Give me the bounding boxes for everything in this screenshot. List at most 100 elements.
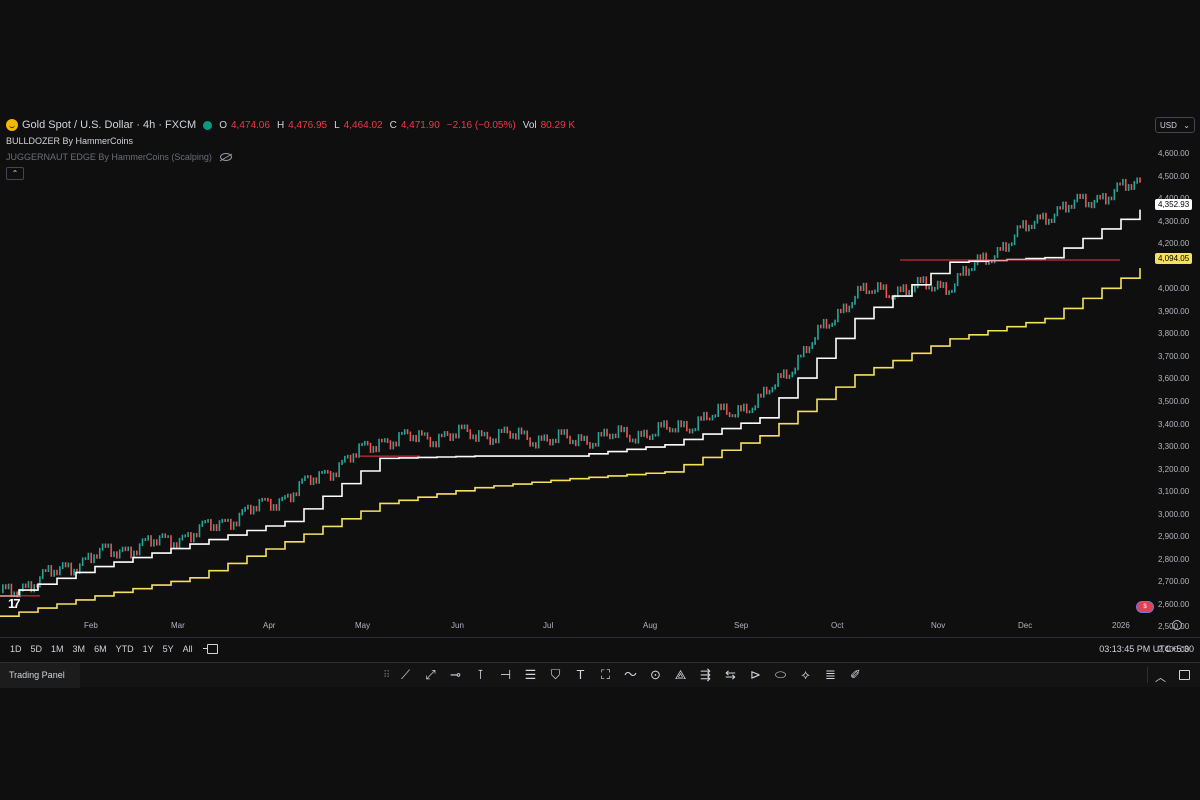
price-tick-label: 2,800.00 (1158, 554, 1190, 564)
eye-hidden-icon[interactable] (219, 153, 232, 161)
market-status-icon[interactable] (203, 120, 213, 130)
horizontal-ray-icon[interactable]: ⊸ (450, 667, 461, 682)
ellipse-icon[interactable]: ⬭ (774, 667, 787, 682)
white-line-price-badge: 4,352.93 (1155, 199, 1193, 210)
yellow-line-price-badge: 4,094.05 (1155, 253, 1193, 264)
time-tick-label: Jul (543, 621, 554, 630)
drawing-toolbar: ⟋ ⤢ ⊸ ⊺ ⊣ ☰ ⛉ T ⛶ 〜 ⊙ ⟁ ⇶ ⇆ ⊳ ⬭ ⟡ ≣ ✐ (397, 667, 864, 683)
range-1m-button[interactable]: 1M (51, 643, 64, 654)
tradingview-logo[interactable]: 17 (8, 596, 21, 611)
gold-symbol-icon (6, 119, 18, 131)
price-tick-label: 3,900.00 (1158, 306, 1190, 316)
flag-shape-icon[interactable]: ⊳ (750, 667, 761, 682)
yellow-trend-line (0, 268, 1141, 617)
time-tick-label: Jun (451, 621, 464, 630)
indicator-juggernaut-label: JUGGERNAUT EDGE By HammerCoins (Scalping… (6, 152, 212, 162)
symbol-title[interactable]: Gold Spot / U.S. Dollar · 4h · FXCM (22, 119, 197, 131)
close-label: C (389, 119, 397, 131)
price-tick-label: 2,400.00 (1158, 645, 1190, 654)
open-value: 4,474.06 (231, 119, 270, 131)
time-tick-label: Dec (1018, 621, 1033, 630)
fib-icon[interactable]: ⛉ (550, 667, 561, 682)
price-tick-label: 3,400.00 (1158, 419, 1190, 429)
price-tick-label: 4,400.00 (1158, 194, 1189, 203)
price-chart[interactable] (0, 112, 1150, 636)
price-tick-label: 4,000.00 (1158, 284, 1190, 294)
chart-area[interactable] (0, 112, 1200, 636)
circle-icon[interactable]: ⊙ (650, 667, 661, 682)
time-tick-label: Oct (831, 621, 844, 630)
projection-icon[interactable]: ⇶ (700, 667, 711, 682)
range-1d-button[interactable]: 1D (10, 643, 22, 654)
price-tick-label: 3,000.00 (1158, 509, 1190, 519)
range-5d-button[interactable]: 5D (30, 643, 43, 654)
ray-icon[interactable]: ⤢ (425, 667, 436, 682)
trend-line-icon[interactable]: ⟋ (400, 667, 411, 682)
time-tick-label: Apr (263, 621, 276, 630)
close-value: 4,471.90 (400, 119, 440, 131)
time-tick-label: May (355, 621, 371, 630)
price-tick-label: 3,300.00 (1158, 442, 1190, 452)
frame-icon[interactable]: ⛶ (600, 667, 611, 682)
time-tick-label: Nov (931, 621, 946, 630)
range-toolbar: 1D 5D 1M 3M 6M YTD 1Y 5Y All 03:13:45 PM… (0, 637, 1200, 659)
time-tick-label: Sep (734, 621, 749, 630)
range-3m-button[interactable]: 3M (72, 643, 86, 654)
pattern-icon[interactable]: ⟡ (801, 667, 810, 682)
range-all-button[interactable]: All (182, 643, 193, 654)
panel-tab-bg (0, 663, 80, 688)
collapse-legend-button[interactable]: ⌃ (6, 167, 24, 180)
gear-icon[interactable] (1172, 620, 1182, 630)
range-1y-button[interactable]: 1Y (142, 643, 154, 654)
divider (1147, 667, 1148, 683)
chevron-up-icon[interactable]: ︿ (1155, 672, 1166, 684)
parallel-channel-icon[interactable]: ☰ (524, 667, 537, 682)
range-5y-button[interactable]: 5Y (162, 643, 174, 654)
candles (2, 177, 1141, 598)
go-to-date-icon[interactable] (202, 643, 218, 654)
polyline-icon[interactable]: ⟁ (674, 667, 687, 682)
price-tick-label: 3,800.00 (1158, 329, 1190, 339)
low-value: 4,464.02 (343, 119, 383, 131)
range-6m-button[interactable]: 6M (94, 643, 107, 654)
high-value: 4,476.95 (288, 119, 328, 131)
currency-select[interactable]: USD ⌄ (1155, 117, 1195, 133)
high-label: H (276, 119, 285, 131)
price-tick-label: 4,500.00 (1158, 171, 1190, 181)
us-flag-icon[interactable]: $ (1136, 601, 1154, 613)
drag-handle-icon[interactable]: ⠿ (383, 670, 391, 681)
price-tick-label: 3,200.00 (1158, 464, 1190, 474)
price-tick-label: 4,600.00 (1158, 149, 1190, 158)
path-icon[interactable]: 〜 (623, 667, 637, 682)
symbol-legend: Gold Spot / U.S. Dollar · 4h · FXCM O 4,4… (6, 119, 578, 131)
indicator-bulldozer[interactable]: BULLDOZER By HammerCoins (6, 136, 134, 146)
list-icon[interactable]: ≣ (825, 667, 836, 682)
range-ytd-button[interactable]: YTD (115, 643, 134, 654)
price-tick-label: 4,300.00 (1158, 216, 1190, 226)
maximize-icon[interactable] (1179, 670, 1190, 680)
currency-value: USD (1160, 120, 1177, 130)
bottom-panel: Trading Panel ⠿ ⟋ ⤢ ⊸ ⊺ ⊣ ☰ ⛉ T ⛶ 〜 ⊙ ⟁ ⇶ ⇆ ⊳ ⬭ ⟡ ≣ ✐ ︿ (0, 662, 1200, 688)
horizontal-line-icon[interactable]: ⊣ (499, 667, 512, 682)
text-icon[interactable]: T (576, 667, 585, 682)
clock-timezone[interactable]: 03:13:45 PM UTC+5:30 (1099, 643, 1194, 654)
price-tick-label: 3,700.00 (1158, 351, 1190, 361)
price-tick-label: 4,200.00 (1158, 239, 1190, 249)
price-tick-label: 2,700.00 (1158, 577, 1190, 587)
indicator-juggernaut[interactable]: JUGGERNAUT EDGE By HammerCoins (Scalping… (6, 152, 232, 162)
measure-icon[interactable]: ⇆ (725, 667, 736, 682)
trading-panel-tab[interactable]: Trading Panel (9, 670, 65, 680)
vertical-line-icon[interactable]: ⊺ (477, 667, 484, 682)
open-label: O (219, 119, 227, 131)
brush-icon[interactable]: ✐ (850, 667, 861, 682)
volume-label: Vol (522, 119, 537, 131)
price-tick-label: 3,100.00 (1158, 487, 1190, 497)
low-label: L (334, 119, 340, 131)
time-tick-label: 2026 (1112, 621, 1130, 630)
time-tick-label: Feb (84, 621, 98, 630)
chevron-down-icon: ⌄ (1183, 120, 1190, 130)
volume-value: 80.29 K (540, 119, 576, 131)
price-tick-label: 3,500.00 (1158, 397, 1190, 406)
price-tick-label: 2,600.00 (1158, 599, 1190, 609)
price-tick-label: 2,900.00 (1158, 532, 1190, 542)
